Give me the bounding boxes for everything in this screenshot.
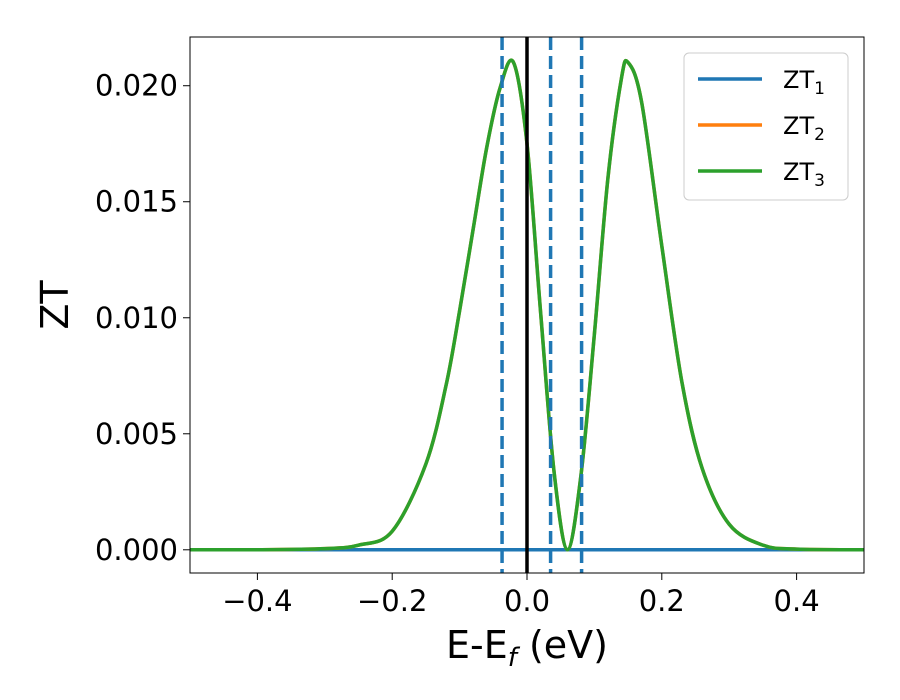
x-tick-label: 0.0 <box>504 584 550 618</box>
axis-ticks: −0.4 −0.2 0.0 0.2 0.4 0.000 0.005 0.010 0.015 0.0… <box>95 69 820 618</box>
series-line-zt3 <box>190 58 864 552</box>
legend-label-zt1: ZT1 <box>783 66 825 99</box>
y-tick-label: 0.005 <box>95 417 178 451</box>
y-tick-label: 0.015 <box>95 185 178 219</box>
x-tick-label: −0.2 <box>357 584 427 618</box>
y-tick-label: 0.010 <box>95 301 178 335</box>
y-tick-label: 0.000 <box>95 533 178 567</box>
y-tick-label: 0.020 <box>95 69 178 103</box>
x-tick-label: 0.2 <box>639 584 685 618</box>
legend-label-zt2: ZT2 <box>783 112 825 145</box>
x-tick-label: −0.4 <box>222 584 292 618</box>
legend-label-zt3: ZT3 <box>783 158 825 191</box>
x-axis-label: E-Ef (eV) <box>446 623 608 673</box>
y-axis-label: ZT <box>33 280 77 330</box>
legend: ZT1 ZT2 ZT3 <box>683 52 849 201</box>
x-tick-label: 0.4 <box>774 584 820 618</box>
legend-box <box>683 52 849 201</box>
plot-area <box>190 37 864 573</box>
